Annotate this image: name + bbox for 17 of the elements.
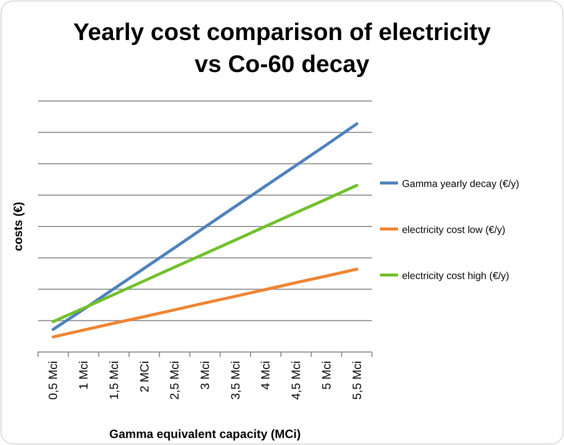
x-tick-label: 2 MCi bbox=[137, 361, 152, 392]
x-tick-label: 0,5 Mci bbox=[46, 361, 60, 400]
x-tick-label: 1 Mci bbox=[76, 361, 91, 390]
x-tick-label: 2,5 Mci bbox=[168, 361, 182, 400]
x-tick-label: 5 Mci bbox=[319, 361, 334, 390]
x-tick-label: 1,5 Mci bbox=[106, 361, 121, 400]
x-tick-label: 3,5 Mci bbox=[228, 361, 242, 400]
x-axis-title: Gamma equivalent capacity (MCi) bbox=[109, 427, 301, 441]
x-tick-label: 4,5 Mci bbox=[289, 361, 304, 400]
x-tick-label: 3 Mci bbox=[198, 361, 212, 390]
x-tick-label: 5,5 Mci bbox=[350, 361, 364, 400]
legend-label: electricity cost high (€/y) bbox=[402, 271, 510, 282]
chart-title: Yearly cost comparison of electricity vs Co-60 decay bbox=[73, 19, 492, 78]
y-axis-title: costs (€) bbox=[11, 202, 25, 252]
legend-label: Gamma yearly decay (€/y) bbox=[402, 179, 520, 190]
legend-label: electricity cost low (€/y) bbox=[402, 225, 506, 236]
x-tick-label: 4 Mci bbox=[258, 361, 273, 390]
